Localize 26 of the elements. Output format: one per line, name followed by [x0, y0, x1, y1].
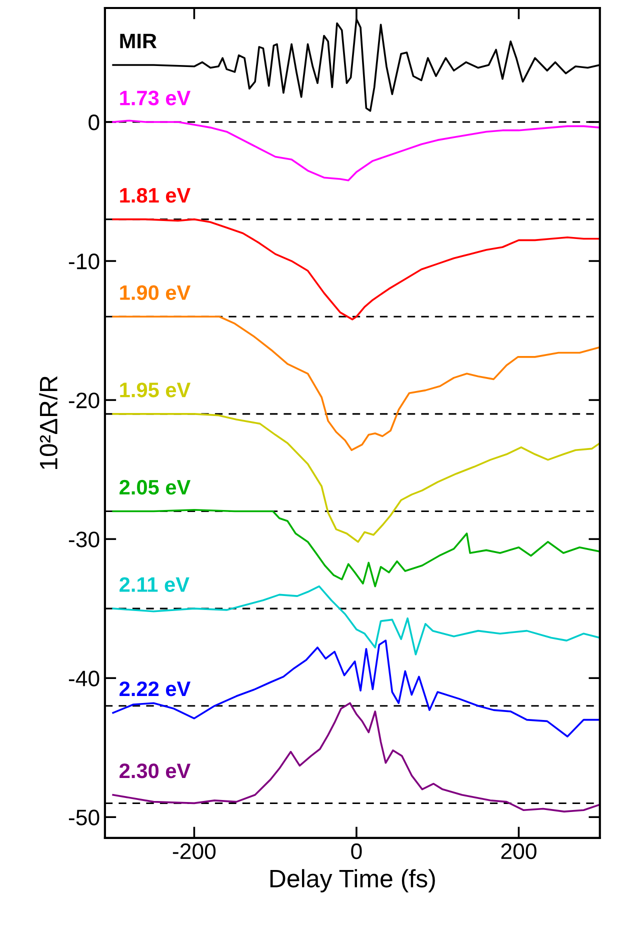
y-axis-title: 10²ΔR/R	[39, 376, 58, 470]
series-label: MIR	[120, 34, 157, 48]
line-series	[112, 702, 600, 812]
y-tick-label: -50	[68, 810, 100, 826]
x-axis-title: Delay Time (fs)	[270, 869, 435, 892]
y-tick-label: -10	[68, 254, 100, 270]
y-tick-label: -40	[68, 670, 100, 686]
line-series	[112, 640, 600, 738]
x-tick-label: 200	[501, 843, 536, 860]
series-label: 2.30 eV	[120, 763, 191, 778]
x-tick-label: -200	[172, 843, 216, 860]
line-series	[112, 218, 600, 320]
series-label: 1.81 eV	[120, 188, 191, 203]
series-label: 1.73 eV	[120, 90, 191, 106]
line-series	[112, 316, 600, 451]
series-label: 2.11 eV	[120, 577, 190, 592]
series-label: 1.90 eV	[120, 285, 191, 300]
series-label: 2.22 eV	[120, 681, 191, 696]
y-tick-label: -30	[68, 532, 100, 548]
line-series	[112, 120, 600, 182]
series-label: 2.05 eV	[120, 480, 191, 495]
x-tick-label: 0	[351, 843, 362, 860]
y-tick-label: 0	[88, 114, 100, 130]
series-label: 1.95 eV	[120, 382, 191, 398]
line-series	[112, 413, 600, 543]
y-tick-label: -20	[68, 392, 100, 408]
